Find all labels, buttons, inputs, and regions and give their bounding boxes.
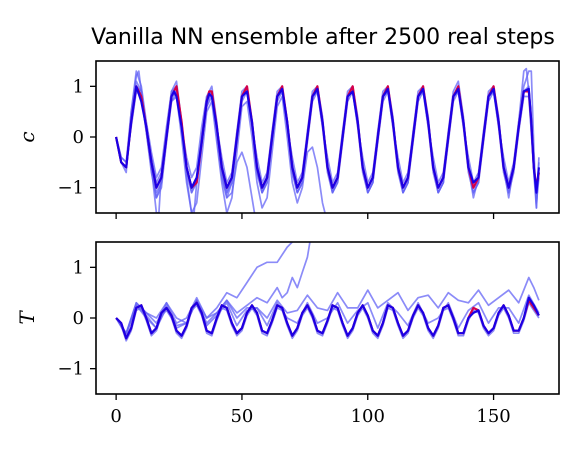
x-tick-labels: 0 50 100 150 [110,406,510,427]
chart-title: Vanilla NN ensemble after 2500 real step… [91,25,555,50]
series-lines-c [115,67,540,213]
ticks-c: 1 0 −1 [57,76,495,219]
panel-c: 1 0 −1 c [15,60,560,219]
x-tick-label: 50 [230,406,253,427]
series-lines-t [115,242,540,342]
ensemble-member-line-t-2 [115,242,311,335]
ensemble-mean-line-c [115,85,540,194]
y-tick-label-t: 0 [73,308,84,329]
x-tick-label: 0 [110,406,121,427]
series-layer-c [115,67,540,213]
ensemble-member-line-c-4 [115,85,326,213]
y-axis-label-c: c [15,131,39,142]
y-axis-label-t: T [15,310,39,325]
ensemble-mean-line-t [115,296,540,340]
y-tick-label-c: 0 [73,127,84,148]
y-tick-label-t: 1 [73,257,84,278]
y-tick-label-c: −1 [57,178,84,199]
y-tick-label-t: −1 [57,359,84,380]
ensemble-member-line-t-4 [115,294,540,337]
x-tick-label: 100 [351,406,385,427]
x-tick-label: 150 [476,406,510,427]
series-layer-t [115,242,540,342]
ticks-t: 1 0 −1 [57,257,495,400]
panel-t: 1 0 −1 T [15,241,560,400]
y-tick-label-c: 1 [73,76,84,97]
ensemble-member-line-c-3 [115,70,540,209]
